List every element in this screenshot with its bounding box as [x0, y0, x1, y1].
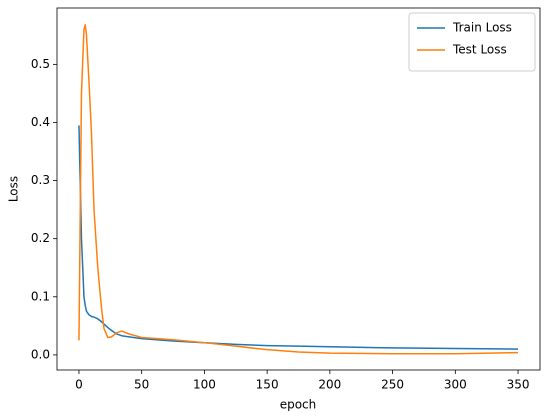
x-tick-label: 350: [507, 378, 530, 392]
line-series: [78, 125, 519, 350]
axes-frame: [56, 7, 541, 371]
y-axis-label: Loss: [7, 176, 21, 202]
y-tick-label: 0.3: [31, 173, 50, 187]
x-axis-label: epoch: [280, 398, 317, 412]
legend-label: Train Loss: [452, 21, 512, 35]
x-tick-label: 0: [75, 378, 83, 392]
y-tick-label: 0.1: [31, 289, 50, 303]
x-tick-label: 200: [318, 378, 341, 392]
legend-label: Test Loss: [452, 43, 507, 57]
y-tick-label: 0.4: [31, 115, 50, 129]
x-tick-label: 150: [256, 378, 279, 392]
y-tick-label: 0.2: [31, 231, 50, 245]
x-tick-label: 100: [193, 378, 216, 392]
y-tick-label: 0.5: [31, 57, 50, 71]
x-tick-label: 50: [134, 378, 149, 392]
x-tick-label: 300: [444, 378, 467, 392]
line-series: [78, 24, 519, 355]
y-tick-label: 0.0: [31, 347, 50, 361]
x-tick-label: 250: [381, 378, 404, 392]
